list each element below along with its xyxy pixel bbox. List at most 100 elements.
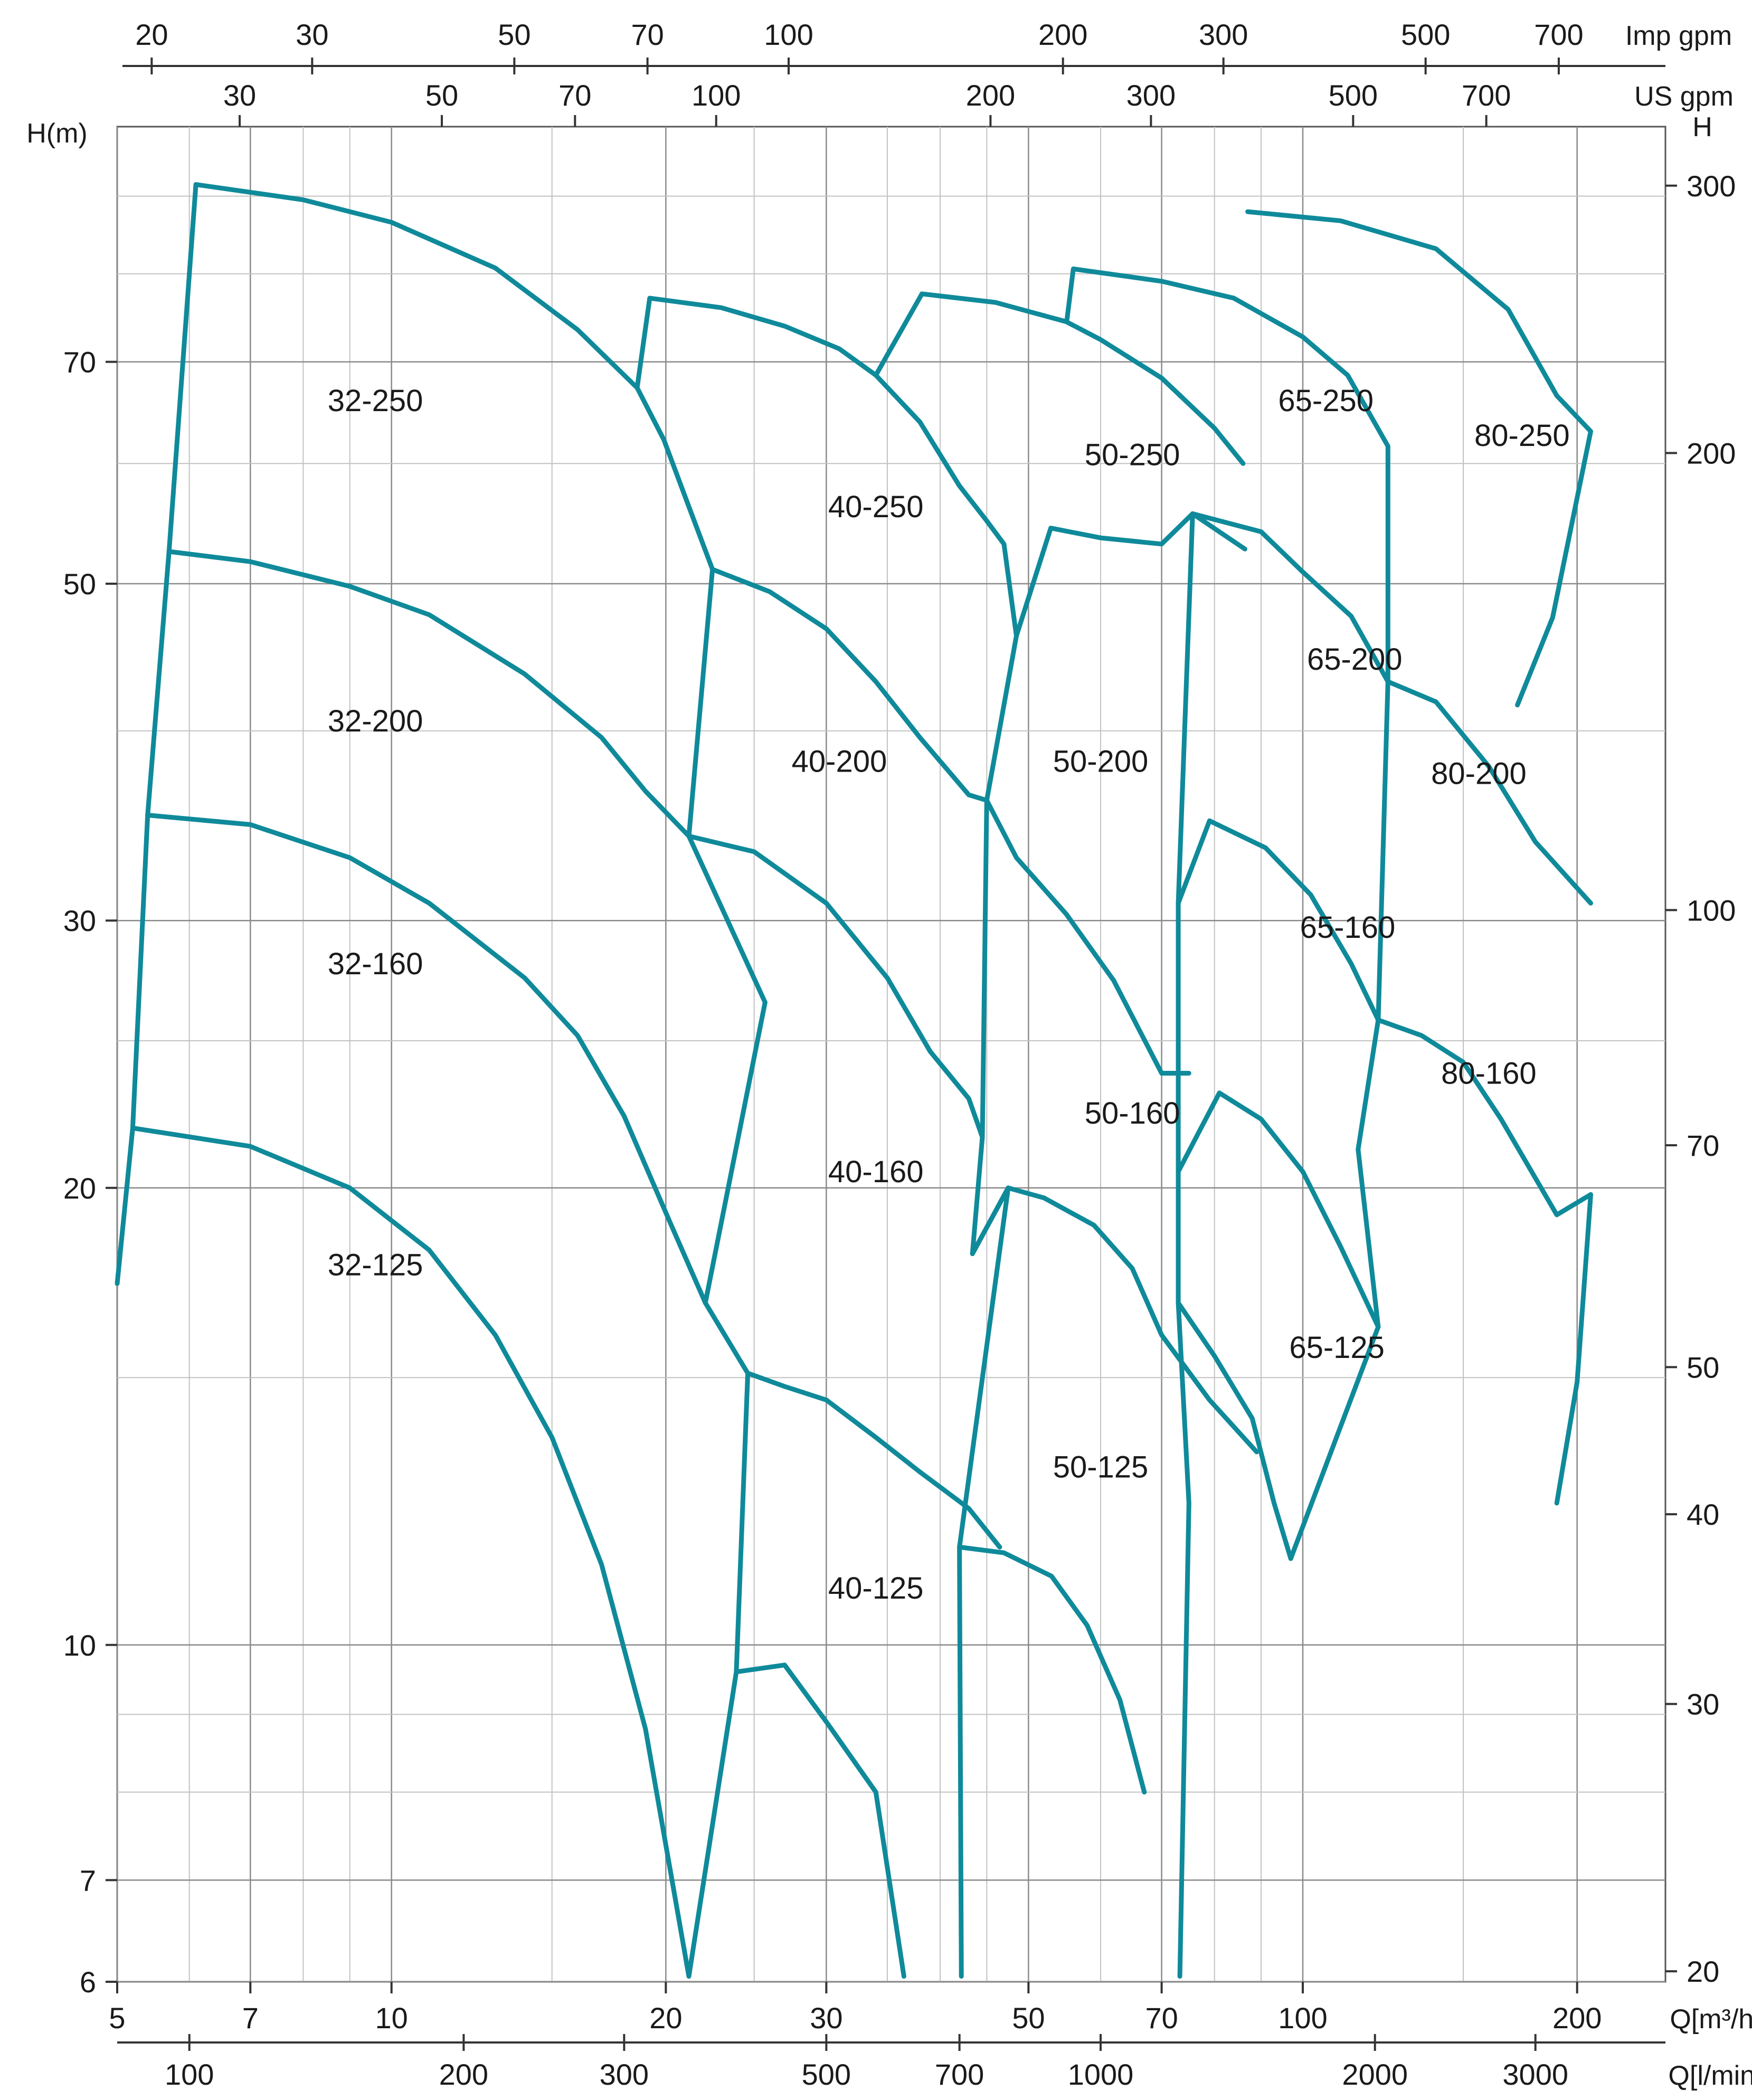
pump-model-label: 65-200	[1307, 642, 1403, 677]
pump-model-label: 32-160	[328, 947, 423, 981]
lmin-tick-label: 700	[935, 2058, 984, 2091]
pump-curve	[957, 1544, 1147, 1795]
lmin-tick-label: 300	[600, 2058, 649, 2091]
lmin-tick-label: 500	[802, 2058, 851, 2091]
y-tick-label: 6	[80, 1965, 96, 1999]
x-tick-label: 20	[649, 2001, 682, 2035]
chart-grid	[116, 126, 1666, 1983]
y-tick-label: 20	[63, 1172, 96, 1205]
impgpm-axis-unit-label: Imp gpm	[1625, 21, 1732, 51]
y-tick-label: 10	[63, 1629, 96, 1662]
usgpm-tick-label: 700	[1462, 79, 1511, 112]
right-tick-label: 300	[1687, 169, 1736, 203]
right-tick-label: 30	[1687, 1688, 1719, 1721]
x-tick-label: 70	[1145, 2001, 1178, 2035]
right-tick-label: 200	[1687, 436, 1736, 470]
y-tick-label: 70	[63, 346, 96, 379]
pump-curve	[873, 291, 1246, 466]
pump-model-label: 50-250	[1085, 438, 1180, 472]
pump-model-label: 80-160	[1441, 1056, 1537, 1090]
x-tick-label: 30	[810, 2001, 842, 2035]
usgpm-tick-label: 200	[966, 79, 1015, 112]
lmin-tick-label: 1000	[1068, 2058, 1134, 2091]
usgpm-tick-label: 70	[558, 79, 591, 112]
chart-axes: 5 7 10 20 30 50 70 100 200 Q[m³/h] 100 200 300 500 700…	[26, 18, 1752, 2091]
x-tick-label: 200	[1552, 2001, 1602, 2035]
pump-curve	[734, 1662, 906, 1979]
pump-curve	[1176, 818, 1381, 1023]
curve-labels: 32-250 32-200 32-160 32-125 40-250 40-200 40-1…	[328, 384, 1570, 1605]
pump-curves	[115, 182, 1593, 1979]
x-tick-label: 50	[1012, 2001, 1045, 2035]
pump-curve	[1176, 511, 1195, 1979]
right-axis-unit-label: H	[1692, 112, 1712, 142]
pump-curve	[1190, 511, 1390, 684]
lmin-axis-unit-label: Q[l/min]	[1668, 2060, 1752, 2091]
x-tick-label: 7	[242, 2001, 259, 2035]
pump-curve	[1385, 679, 1593, 906]
y-tick-label: 7	[80, 1864, 96, 1897]
impgpm-tick-label: 100	[764, 18, 813, 51]
pump-model-label: 50-125	[1053, 1450, 1149, 1484]
pump-model-label: 80-250	[1474, 419, 1570, 453]
x-axis-unit-label: Q[m³/h]	[1670, 2004, 1752, 2035]
usgpm-tick-label: 500	[1329, 79, 1378, 112]
lmin-tick-label: 200	[439, 2058, 488, 2091]
pump-model-label: 50-200	[1053, 744, 1149, 778]
impgpm-tick-label: 30	[296, 18, 328, 51]
y-tick-label: 30	[63, 904, 96, 937]
pump-curve	[970, 1185, 1259, 1455]
right-tick-label: 100	[1687, 894, 1736, 927]
impgpm-tick-label: 700	[1534, 18, 1583, 51]
pump-curve	[1014, 511, 1247, 639]
pump-model-label: 32-125	[328, 1248, 423, 1282]
pump-curve	[1176, 1300, 1293, 1561]
usgpm-tick-label: 30	[223, 79, 256, 112]
impgpm-tick-label: 200	[1038, 18, 1087, 51]
pump-model-label: 65-250	[1278, 384, 1374, 418]
pump-model-label: 80-200	[1431, 756, 1527, 791]
pump-model-label: 40-250	[828, 490, 924, 524]
pump-curve	[1288, 443, 1390, 1561]
lmin-tick-label: 3000	[1502, 2058, 1568, 2091]
pump-curve	[193, 182, 715, 572]
pump-curve	[130, 1125, 692, 1979]
pump-model-label: 65-160	[1300, 910, 1396, 945]
pump-curve	[145, 813, 708, 1306]
pump-model-label: 50-160	[1085, 1096, 1180, 1130]
pump-curve	[1376, 1018, 1593, 1506]
pump-curve	[115, 182, 198, 1286]
pump-curve	[1245, 209, 1593, 708]
pump-curve	[1176, 1090, 1381, 1329]
pump-model-label: 32-250	[328, 384, 423, 418]
lmin-tick-label: 2000	[1342, 2058, 1408, 2091]
x-tick-label: 10	[375, 2001, 408, 2035]
impgpm-tick-label: 70	[631, 18, 664, 51]
usgpm-tick-label: 300	[1126, 79, 1176, 112]
usgpm-axis-unit-label: US gpm	[1634, 81, 1734, 112]
right-tick-label: 40	[1687, 1498, 1719, 1531]
impgpm-tick-label: 50	[498, 18, 531, 51]
pump-model-label: 40-125	[828, 1571, 924, 1605]
pump-curve	[686, 833, 985, 1140]
lmin-tick-label: 100	[165, 2058, 214, 2091]
right-tick-label: 20	[1687, 1955, 1719, 1988]
impgpm-tick-label: 300	[1199, 18, 1248, 51]
impgpm-tick-label: 500	[1401, 18, 1450, 51]
x-tick-label: 5	[109, 2001, 125, 2035]
y-axis-unit-label: H(m)	[26, 118, 88, 149]
impgpm-tick-label: 20	[135, 18, 168, 51]
usgpm-tick-label: 100	[692, 79, 741, 112]
right-tick-label: 50	[1687, 1351, 1719, 1384]
pump-curve	[166, 549, 692, 839]
pump-curve	[710, 567, 1191, 1076]
usgpm-tick-label: 50	[425, 79, 458, 112]
pump-curve	[1064, 267, 1390, 449]
x-tick-label: 100	[1278, 2001, 1327, 2035]
pump-model-label: 65-125	[1289, 1331, 1385, 1365]
y-tick-label: 50	[63, 567, 96, 601]
pump-curve	[745, 1371, 1002, 1550]
pump-model-label: 40-160	[828, 1155, 924, 1189]
pump-model-label: 32-200	[328, 704, 423, 738]
